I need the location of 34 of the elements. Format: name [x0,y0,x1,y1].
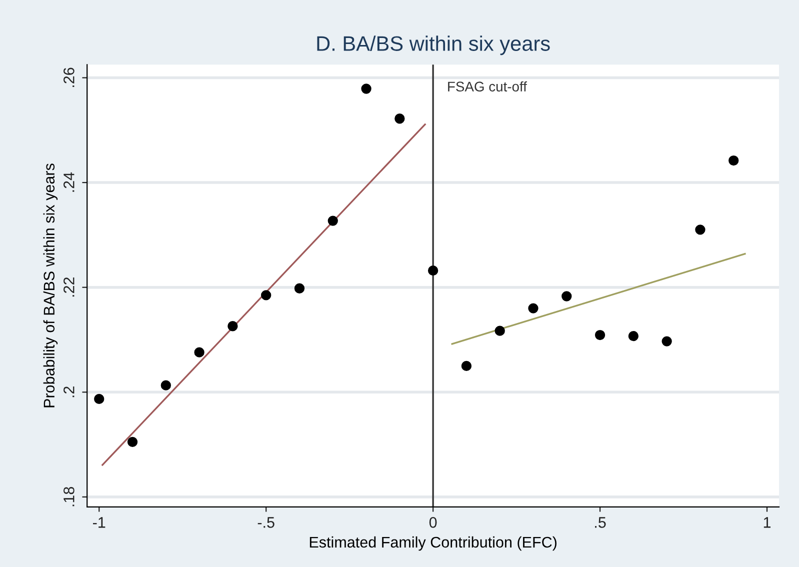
x-tick-label: -.5 [258,517,274,528]
point [494,326,505,336]
chart-title: D. BA/BS within six years [317,36,550,56]
y-tick-label: .26 [64,68,74,87]
point [461,360,472,372]
y-tick-label: .22 [64,277,74,297]
y-axis-title: Probability of BA/BS within six years [43,164,58,408]
point [94,394,104,404]
x-axis-title: Estimated Family Contribution (EFC) [310,536,556,551]
point [594,330,606,340]
point [428,265,438,276]
point [361,84,372,94]
point [728,155,739,166]
point [294,283,305,294]
point [261,290,272,300]
point [695,224,706,235]
point [194,347,204,358]
y-tick-label: .18 [64,486,74,506]
point [394,114,405,124]
point [662,336,672,346]
point [160,380,171,390]
point [328,216,338,226]
ref-line-label: FSAG cut-off [448,81,527,92]
y-tick-label: .24 [64,172,74,192]
x-tick-label: 0 [429,517,437,528]
point [228,321,238,332]
x-tick-label: 1 [764,517,771,528]
y-tick-label: .2 [64,386,74,398]
point [628,330,639,342]
point [562,291,572,302]
point [528,303,538,314]
x-tick-label: .5 [595,517,606,528]
x-tick-label: -1 [93,517,106,528]
point [127,436,138,448]
